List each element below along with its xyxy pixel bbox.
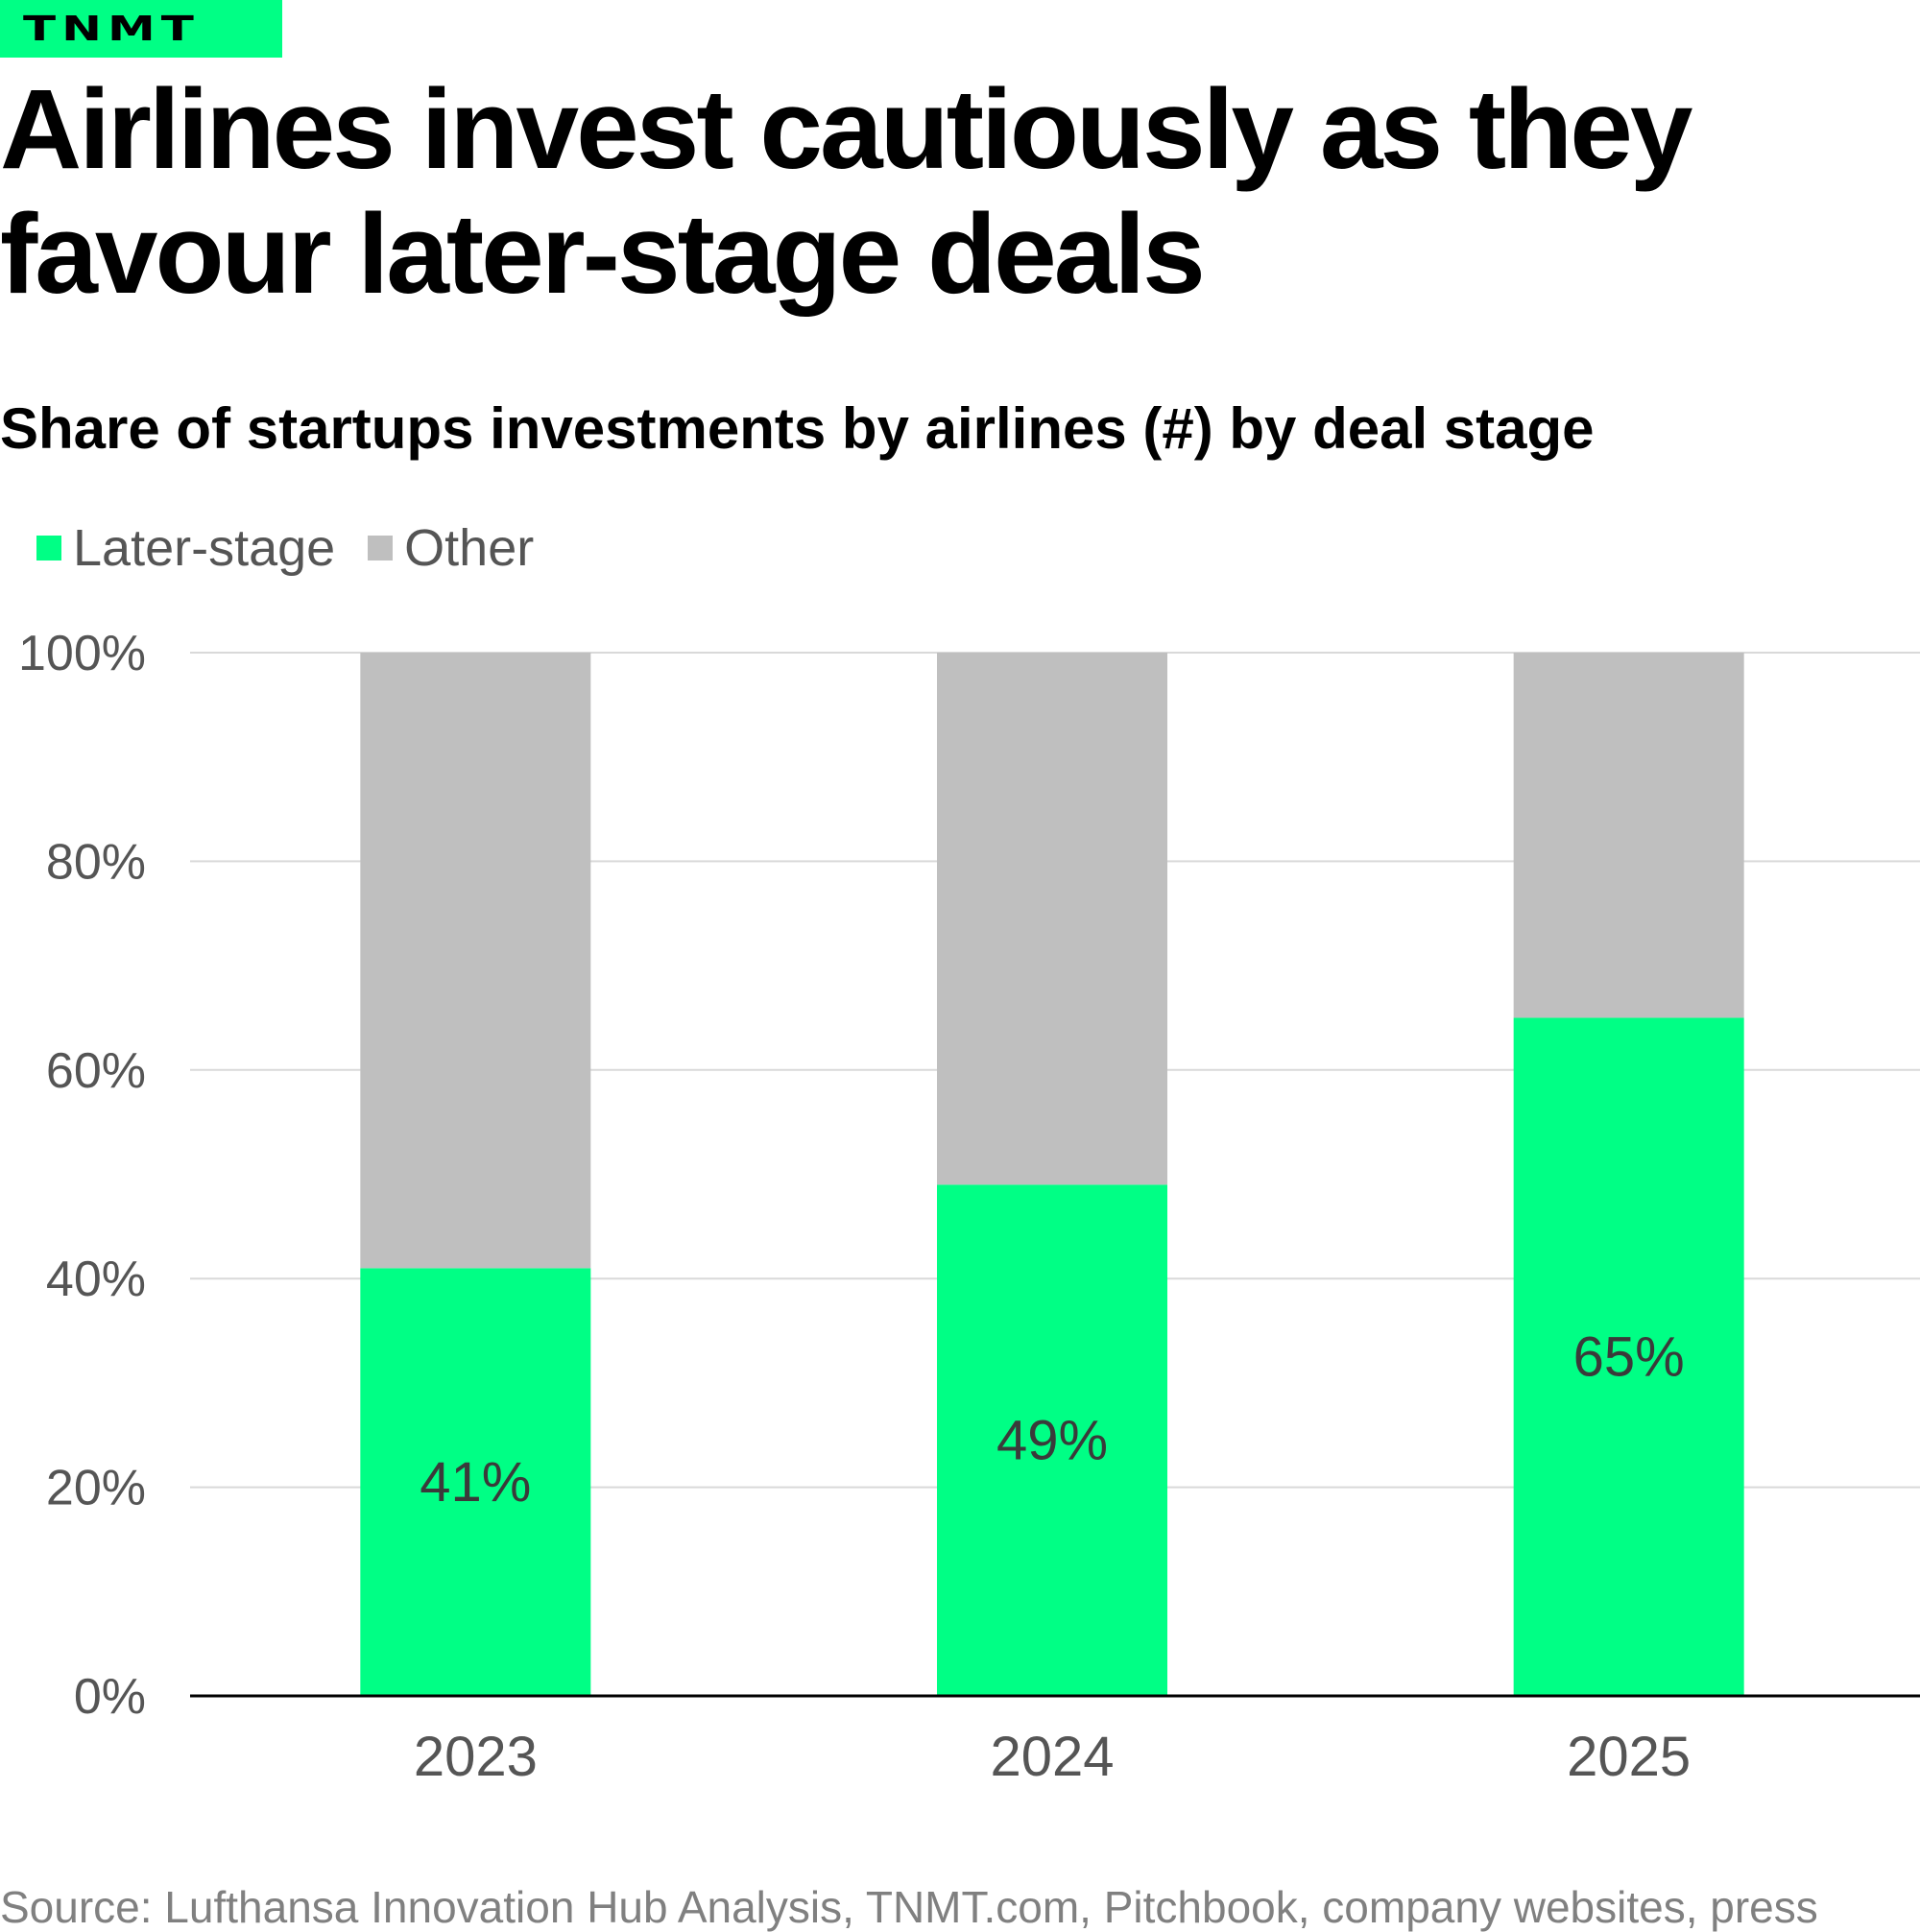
legend-label-other: Other <box>404 519 535 577</box>
y-tick-label: 100% <box>18 626 146 681</box>
x-tick-label-2025: 2025 <box>1567 1726 1691 1788</box>
bar-later-stage-2023 <box>360 1268 591 1696</box>
y-tick-label: 20% <box>46 1461 146 1516</box>
y-tick-label: 60% <box>46 1043 146 1099</box>
brand-logo-text: TNMT <box>23 9 200 49</box>
y-tick-label: 80% <box>46 834 146 890</box>
source-note: Source: Lufthansa Innovation Hub Analysi… <box>0 1882 1818 1932</box>
legend-swatch-later-stage <box>36 536 61 561</box>
x-tick-label-2024: 2024 <box>990 1726 1114 1788</box>
brand-logo: TNMT <box>0 0 282 58</box>
y-axis-ticks: 0% 20% 40% 60% 80% 100% <box>18 626 146 1725</box>
bar-other-2023 <box>360 653 591 1269</box>
bar-other-2024 <box>937 653 1167 1185</box>
chart-subtitle: Share of startups investments by airline… <box>0 396 1595 461</box>
bars: 41% 49% 65% <box>360 653 1744 1696</box>
x-tick-label-2023: 2023 <box>414 1726 538 1788</box>
bar-other-2025 <box>1513 653 1744 1018</box>
x-axis-ticks: 2023 2024 2025 <box>414 1726 1691 1788</box>
y-tick-label: 40% <box>46 1252 146 1307</box>
bar-later-stage-2025 <box>1513 1017 1744 1696</box>
data-label-2024: 49% <box>996 1410 1108 1472</box>
bar-later-stage-2024 <box>937 1184 1167 1696</box>
data-label-2025: 65% <box>1573 1326 1685 1389</box>
chart-title: Airlines invest cautiously as they favou… <box>0 66 1692 318</box>
legend-item-later-stage: Later-stage <box>36 518 335 578</box>
data-label-2023: 41% <box>420 1451 531 1514</box>
y-tick-label: 0% <box>74 1669 146 1725</box>
legend-label-later-stage: Later-stage <box>73 519 336 577</box>
legend: Later-stage Other <box>36 518 566 578</box>
legend-swatch-other <box>368 536 394 561</box>
legend-item-other: Other <box>368 518 534 578</box>
